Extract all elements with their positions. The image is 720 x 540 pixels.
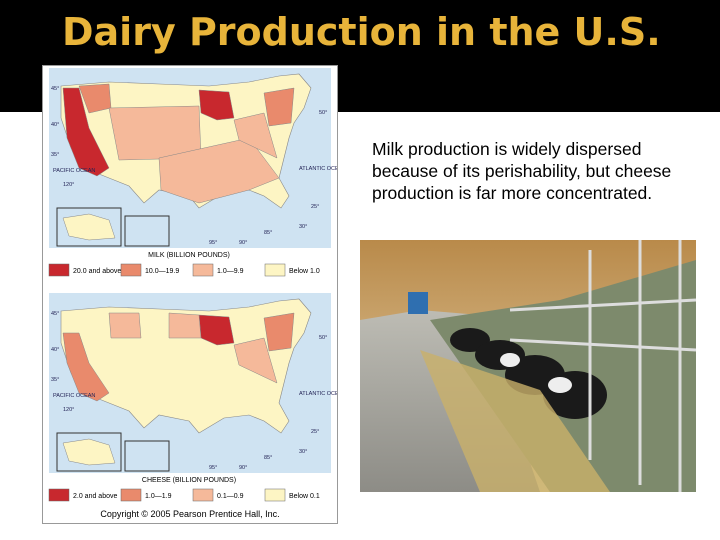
map-label: 90° [239, 465, 247, 471]
state-region [263, 312, 295, 352]
map: 45° 40° 35° 120° PACIFIC OCEAN ATLANTIC OCEAN… [49, 68, 338, 248]
map-label: 90° [239, 240, 247, 246]
state-region [263, 87, 295, 127]
map-label: 30° [299, 224, 307, 230]
legend-bg [45, 475, 335, 511]
map-label: 40° [51, 347, 59, 353]
map-label: 50° [319, 335, 327, 341]
legend-swatch [192, 488, 214, 502]
copyright: Copyright © 2005 Pearson Prentice Hall, … [100, 509, 279, 519]
hawaii-inset [124, 440, 170, 472]
photo [360, 240, 696, 492]
state-region [62, 332, 110, 402]
map-label: 30° [299, 449, 307, 455]
legend-label: 1.0—9.9 [217, 268, 244, 275]
map-label: ATLANTIC OCEAN [299, 391, 338, 397]
state-region [168, 312, 202, 339]
legend-label: 2.0 and above [73, 493, 117, 500]
legend-label: Below 0.1 [289, 493, 320, 500]
slide-title: Dairy Production in the U.S. [62, 10, 661, 54]
map-label: 45° [51, 311, 59, 317]
legend-swatch [120, 488, 142, 502]
state-region [108, 312, 142, 339]
legend-label: 10.0—19.9 [145, 268, 179, 275]
legend-bg [45, 250, 335, 286]
map: 45° 40° 35° 120° PACIFIC OCEAN ATLANTIC OCEAN… [49, 293, 338, 473]
map-label: 85° [264, 455, 272, 461]
alaska [62, 213, 116, 241]
map-label: 25° [311, 429, 319, 435]
map-label: 50° [319, 110, 327, 116]
map-label: 120° [63, 182, 74, 188]
legend-label: 1.0—1.9 [145, 493, 172, 500]
legend-swatch [264, 263, 286, 277]
map-label: 35° [51, 377, 59, 383]
map-label: 25° [311, 204, 319, 210]
maps: 45° 40° 35° 120° PACIFIC OCEAN ATLANTIC OCEAN… [42, 65, 338, 524]
legend-label: 20.0 and above [73, 268, 121, 275]
legend-title: MILK (BILLION POUNDS) [148, 252, 230, 259]
body-text: Milk production is widely dispersed beca… [372, 139, 672, 203]
alaska [62, 438, 116, 466]
legend-label: Below 1.0 [289, 268, 320, 275]
state-region [62, 87, 110, 177]
map-label: 85° [264, 230, 272, 236]
state-region [198, 89, 235, 121]
map-label: 35° [51, 152, 59, 158]
legend-swatch [48, 488, 70, 502]
legend-swatch [192, 263, 214, 277]
map-label: PACIFIC OCEAN [53, 393, 95, 399]
map-label: 95° [209, 465, 217, 471]
legend-title: CHEESE (BILLION POUNDS) [142, 477, 236, 484]
map-label: 120° [63, 407, 74, 413]
map-label: 45° [51, 86, 59, 92]
legend-label: 0.1—0.9 [217, 493, 244, 500]
hawaii-inset [124, 215, 170, 247]
state-region [233, 337, 278, 384]
legend-swatch [120, 263, 142, 277]
map-label: 95° [209, 240, 217, 246]
legend-swatch [48, 263, 70, 277]
legend-swatch [264, 488, 286, 502]
map-label: ATLANTIC OCEAN [299, 166, 338, 172]
state-region [233, 112, 278, 159]
map-label: 40° [51, 122, 59, 128]
map-label: PACIFIC OCEAN [53, 168, 95, 174]
